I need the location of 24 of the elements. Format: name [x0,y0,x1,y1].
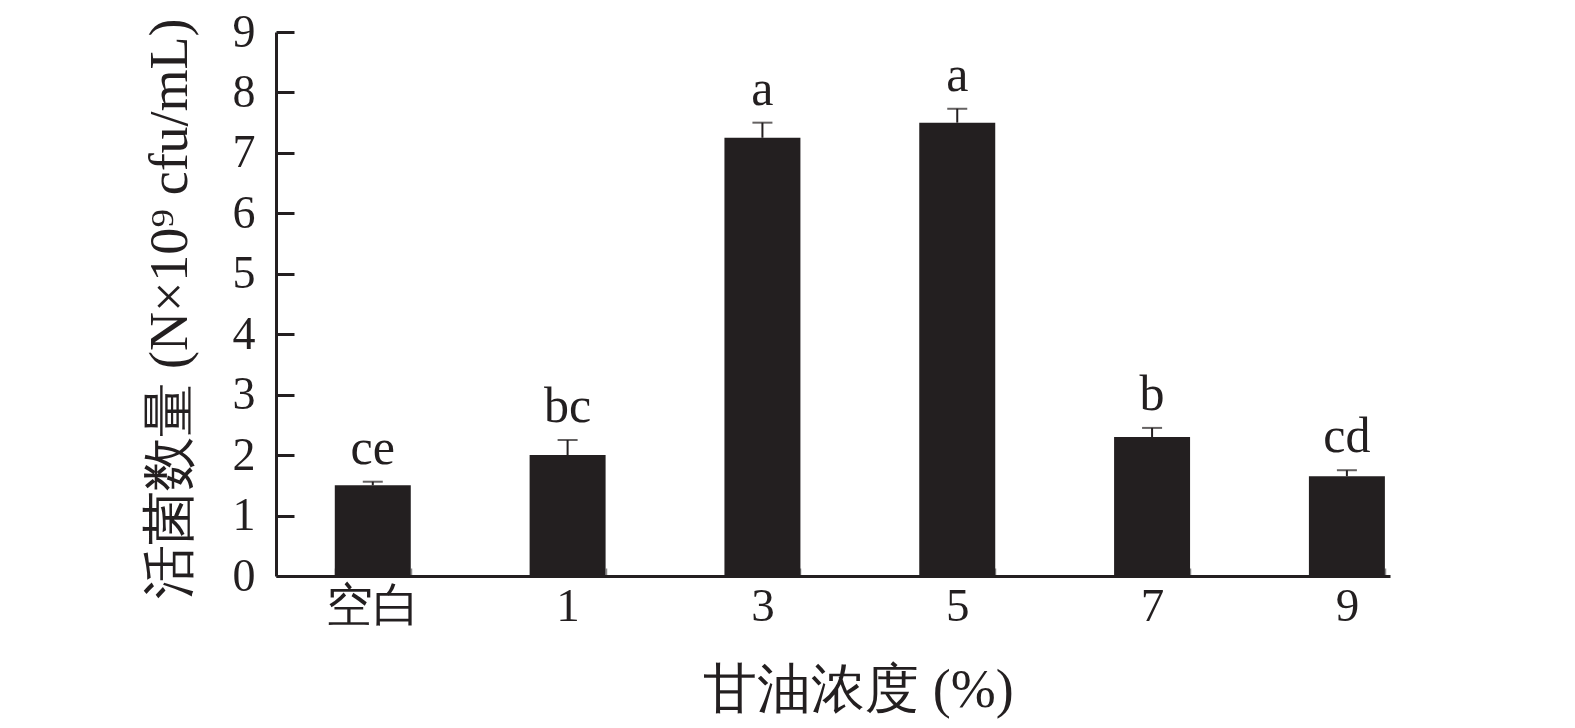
annotation: bc [544,377,592,433]
annotation: a [946,45,969,102]
y-axis-title: 活菌数量 (N×10⁹ cfu/mL) [138,18,199,599]
y-tick-label: 6 [232,186,256,238]
y-tick-label: 9 [232,5,256,57]
y-tick-label: 7 [232,126,256,178]
x-tick-label: 9 [1335,578,1360,631]
y-tick-label: 4 [232,307,256,359]
y-tick-label: 8 [232,65,256,117]
y-tick-label: 3 [232,368,256,420]
y-tick-label: 5 [232,247,256,299]
y-tick-label: 0 [232,549,256,601]
annotation: a [751,59,774,116]
x-tick-label: 1 [556,578,580,631]
x-axis-title: 甘油浓度 (%) [703,658,1014,719]
y-tick-label: 2 [232,428,256,480]
x-tick-label: 7 [1140,578,1165,631]
annotation: cd [1323,407,1371,464]
x-tick-label: 3 [751,578,775,631]
annotation: ce [350,418,395,475]
x-tick-label: 5 [946,578,970,631]
x-tick-label: 空白 [326,578,421,631]
y-tick-label: 1 [232,489,256,541]
annotation: b [1139,364,1165,421]
